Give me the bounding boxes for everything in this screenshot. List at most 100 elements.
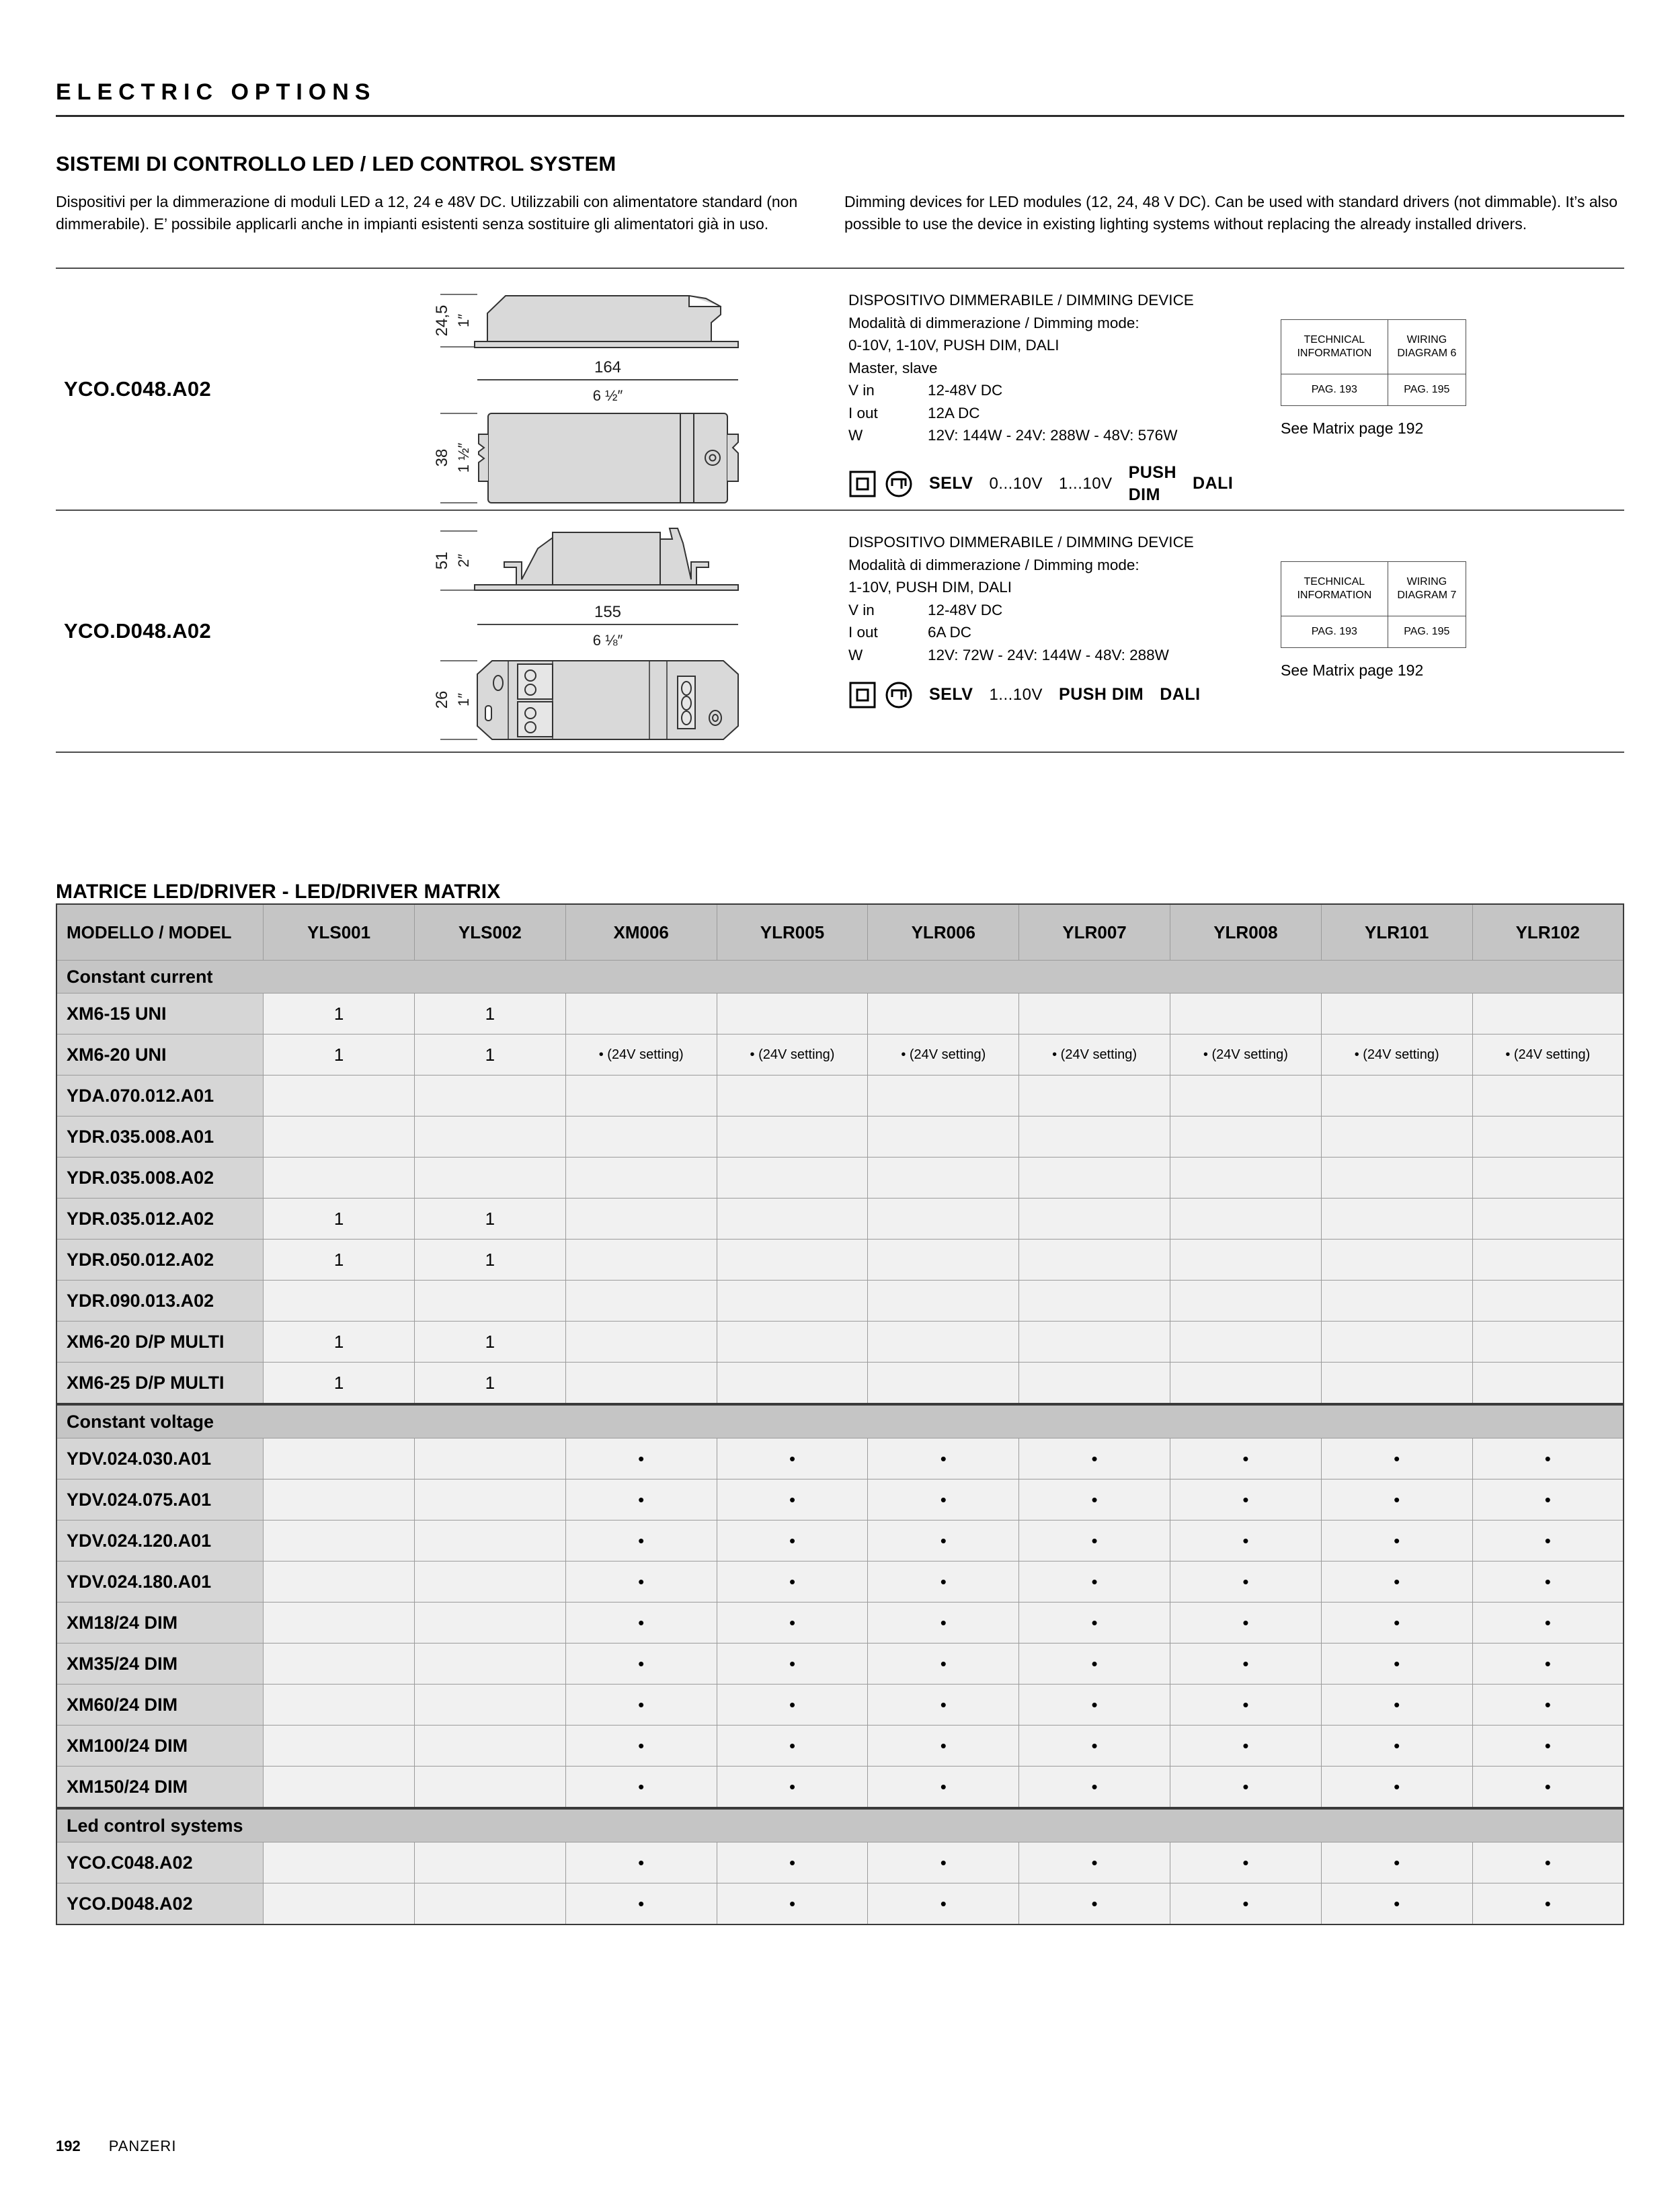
matrix-cell	[867, 993, 1020, 1035]
separator	[56, 268, 1624, 269]
matrix-cell: •	[1018, 1842, 1170, 1883]
matrix-cell: • (24V setting)	[1472, 1034, 1624, 1076]
page-number: 192	[56, 2138, 81, 2154]
matrix-cell: •	[1018, 1479, 1170, 1520]
matrix-cell	[414, 1602, 566, 1644]
matrix-cell	[867, 1075, 1020, 1117]
separator	[56, 752, 1624, 753]
matrix-cell: 1	[263, 1321, 415, 1363]
row-model-label: YDV.024.120.A01	[56, 1520, 264, 1562]
matrix-cell	[1320, 993, 1473, 1035]
matrix-cell	[263, 1157, 415, 1199]
matrix-cell	[414, 1643, 566, 1685]
matrix-cell: 1	[414, 993, 566, 1035]
matrix-cell: •	[1472, 1725, 1624, 1767]
matrix-cell: •	[867, 1643, 1020, 1685]
matrix-cell	[565, 1362, 717, 1404]
intro-text-english: Dimming devices for LED modules (12, 24,…	[844, 193, 1618, 233]
product-specs: DISPOSITIVO DIMMERABILE / DIMMING DEVICE…	[781, 269, 1233, 510]
matrix-cell: •	[1472, 1766, 1624, 1808]
matrix-cell: • (24V setting)	[1320, 1034, 1473, 1076]
matrix-cell: •	[867, 1602, 1020, 1644]
matrix-cell	[414, 1842, 566, 1883]
matrix-cell: •	[1169, 1883, 1322, 1925]
matrix-cell: •	[1320, 1766, 1473, 1808]
matrix-cell: •	[1169, 1766, 1322, 1808]
badge-0-10v: 0...10V	[989, 475, 1043, 493]
table-row: XM6-20 UNI 1 1 • (24V setting) • (24V settin…	[56, 1034, 1624, 1076]
matrix-cell	[565, 1116, 717, 1158]
matrix-cell: • (24V setting)	[867, 1034, 1020, 1076]
matrix-cell: •	[867, 1766, 1020, 1808]
table-row: XM60/24 DIM • • • • • • •	[56, 1684, 1624, 1726]
row-model-label: YDV.024.030.A01	[56, 1438, 264, 1479]
independent-device-icon	[885, 471, 912, 497]
matrix-cell	[867, 1362, 1020, 1404]
matrix-cell	[1472, 1280, 1624, 1322]
matrix-cell	[1320, 1198, 1473, 1240]
technical-info-table: TECHNICAL INFORMATION WIRING DIAGRAM 6 P…	[1281, 319, 1467, 406]
matrix-cell: 1	[263, 993, 415, 1035]
matrix-cell	[1169, 1280, 1322, 1322]
matrix-cell: •	[565, 1766, 717, 1808]
matrix-cell: •	[1169, 1602, 1322, 1644]
matrix-cell	[414, 1520, 566, 1562]
badge-selv: SELV	[929, 474, 973, 493]
table-row: YDR.050.012.A02 1 1	[56, 1239, 1624, 1281]
table-row: YDV.024.180.A01 • • • • • • •	[56, 1561, 1624, 1603]
section-name: Led control systems	[56, 1808, 1624, 1842]
row-model-label: XM60/24 DIM	[56, 1684, 264, 1726]
row-model-label: YDR.050.012.A02	[56, 1239, 264, 1281]
table-row: YDA.070.012.A01	[56, 1075, 1624, 1117]
table-row: XM35/24 DIM • • • • • • •	[56, 1643, 1624, 1685]
spec-iout: I out 12A DC	[848, 404, 980, 421]
matrix-cell	[867, 1157, 1020, 1199]
matrix-cell	[1169, 1321, 1322, 1363]
brand-name: PANZERI	[108, 2138, 177, 2154]
matrix-cell: •	[1320, 1883, 1473, 1925]
matrix-cell: •	[1320, 1602, 1473, 1644]
matrix-cell: •	[867, 1842, 1020, 1883]
column-header-xm006: XM006	[565, 903, 717, 961]
class-ii-icon	[849, 471, 876, 497]
column-header-yls002: YLS002	[414, 903, 566, 961]
matrix-cell: •	[1169, 1842, 1322, 1883]
matrix-cell: •	[1320, 1561, 1473, 1603]
matrix-cell	[263, 1684, 415, 1726]
matrix-cell: • (24V setting)	[1018, 1034, 1170, 1076]
badge-dali: DALI	[1160, 685, 1201, 704]
row-model-label: XM6-25 D/P MULTI	[56, 1362, 264, 1404]
badge-selv: SELV	[929, 685, 973, 704]
matrix-cell	[263, 1643, 415, 1685]
table-row: XM6-15 UNI 1 1	[56, 993, 1624, 1035]
matrix-cell	[1169, 1362, 1322, 1404]
row-model-label: XM35/24 DIM	[56, 1643, 264, 1685]
spec-modes: 1-10V, PUSH DIM, DALI	[848, 579, 1012, 596]
matrix-cell	[1169, 1239, 1322, 1281]
matrix-cell	[263, 1766, 415, 1808]
matrix-cell: • (24V setting)	[565, 1034, 717, 1076]
matrix-cell: •	[1472, 1643, 1624, 1685]
wiring-page-cell: PAG. 195	[1387, 616, 1467, 648]
matrix-cell	[1320, 1280, 1473, 1322]
technical-drawing: 51 2″ 155 6 ⅛″ 26 1″	[309, 511, 781, 752]
matrix-cell: •	[716, 1602, 869, 1644]
matrix-cell	[263, 1116, 415, 1158]
matrix-cell: 1	[263, 1239, 415, 1281]
svg-text:155: 155	[594, 603, 621, 621]
svg-text:51: 51	[433, 552, 451, 570]
wiring-diagram-cell: WIRING DIAGRAM 6	[1387, 319, 1467, 374]
matrix-cell: •	[1018, 1520, 1170, 1562]
matrix-cell	[1018, 993, 1170, 1035]
matrix-cell: •	[716, 1766, 869, 1808]
product-row-yco-d048: YCO.D048.A02 51 2″ 155 6 ⅛″	[56, 511, 1624, 752]
matrix-cell	[565, 1157, 717, 1199]
table-row: YCO.C048.A02 • • • • • • •	[56, 1842, 1624, 1883]
row-model-label: XM150/24 DIM	[56, 1766, 264, 1808]
spec-vin: V in 12-48V DC	[848, 601, 1003, 618]
section-header-row: Constant voltage	[56, 1404, 1624, 1438]
table-row: XM100/24 DIM • • • • • • •	[56, 1725, 1624, 1767]
technical-page-cell: PAG. 193	[1281, 374, 1388, 406]
matrix-cell: •	[1320, 1479, 1473, 1520]
table-row: YDR.035.008.A01	[56, 1116, 1624, 1158]
